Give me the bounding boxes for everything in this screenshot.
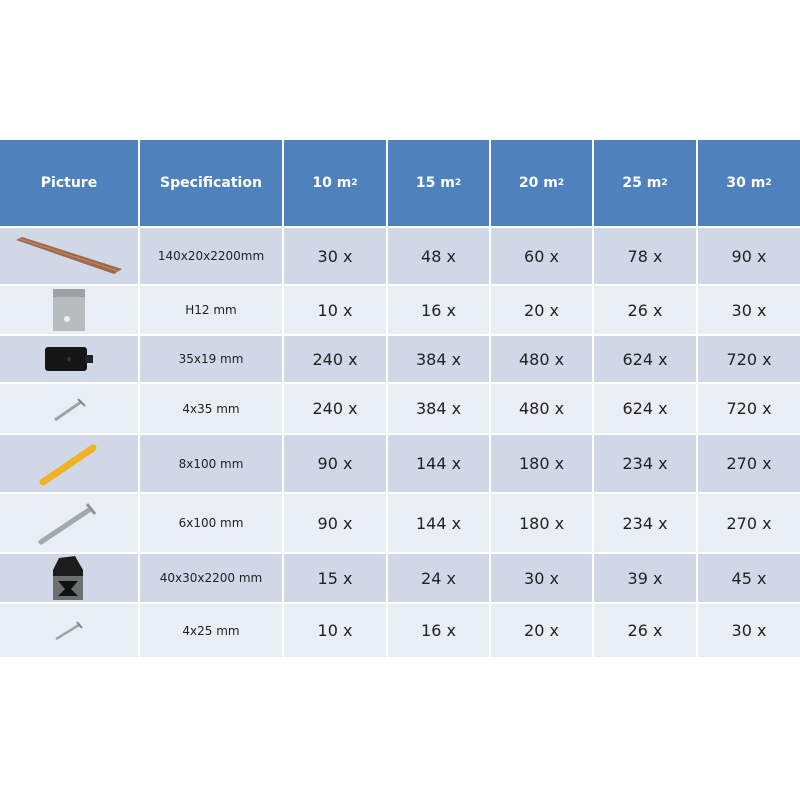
picture-cell bbox=[0, 228, 138, 284]
quantity-cell: 26 x bbox=[594, 286, 696, 334]
quantity-cell: 30 x bbox=[698, 286, 800, 334]
quantity-cell: 384 x bbox=[388, 336, 489, 382]
quantity-cell: 30 x bbox=[491, 554, 592, 602]
header-picture: Picture bbox=[0, 140, 138, 226]
quantity-cell: 480 x bbox=[491, 336, 592, 382]
area-label: 15 m bbox=[415, 175, 455, 191]
quantity-cell: 144 x bbox=[388, 435, 489, 492]
quantity-cell: 240 x bbox=[284, 336, 386, 382]
spec-cell: 35x19 mm bbox=[140, 336, 282, 382]
picture-cell bbox=[0, 336, 138, 382]
quantity-cell: 16 x bbox=[388, 604, 489, 657]
quantity-cell: 234 x bbox=[594, 435, 696, 492]
quantity-cell: 20 x bbox=[491, 604, 592, 657]
quantity-cell: 16 x bbox=[388, 286, 489, 334]
spec-cell: 6x100 mm bbox=[140, 494, 282, 552]
quantity-cell: 90 x bbox=[698, 228, 800, 284]
long-screw-icon bbox=[37, 500, 101, 546]
quantity-cell: 26 x bbox=[594, 604, 696, 657]
quantity-cell: 10 x bbox=[284, 604, 386, 657]
black-clip-icon bbox=[43, 344, 95, 374]
quantity-cell: 45 x bbox=[698, 554, 800, 602]
quantity-cell: 90 x bbox=[284, 494, 386, 552]
spec-cell: 140x20x2200mm bbox=[140, 228, 282, 284]
quantity-cell: 720 x bbox=[698, 384, 800, 433]
quantity-cell: 24 x bbox=[388, 554, 489, 602]
spec-cell: 4x35 mm bbox=[140, 384, 282, 433]
quantity-cell: 270 x bbox=[698, 435, 800, 492]
quantity-cell: 384 x bbox=[388, 384, 489, 433]
screw-icon bbox=[49, 394, 89, 424]
picture-cell bbox=[0, 494, 138, 552]
spec-cell: 8x100 mm bbox=[140, 435, 282, 492]
area-label: 20 m bbox=[518, 175, 558, 191]
area-label: 25 m bbox=[622, 175, 662, 191]
quantity-cell: 78 x bbox=[594, 228, 696, 284]
small-screw-icon bbox=[52, 619, 86, 643]
quantity-cell: 30 x bbox=[284, 228, 386, 284]
quantity-cell: 90 x bbox=[284, 435, 386, 492]
spec-cell: 40x30x2200 mm bbox=[140, 554, 282, 602]
deck-board-icon bbox=[14, 236, 124, 276]
quantity-cell: 180 x bbox=[491, 435, 592, 492]
area-label: 30 m bbox=[726, 175, 766, 191]
area-superscript: 2 bbox=[557, 178, 565, 188]
area-superscript: 2 bbox=[351, 178, 358, 188]
picture-cell bbox=[0, 554, 138, 602]
header-specification: Specification bbox=[140, 140, 282, 226]
spec-cell: H12 mm bbox=[140, 286, 282, 334]
area-label: 10 m bbox=[312, 175, 352, 191]
joist-icon bbox=[49, 554, 89, 602]
quantity-cell: 39 x bbox=[594, 554, 696, 602]
metal-clip-icon bbox=[52, 288, 86, 332]
quantity-cell: 20 x bbox=[491, 286, 592, 334]
quantity-cell: 234 x bbox=[594, 494, 696, 552]
area-superscript: 2 bbox=[661, 178, 668, 188]
quantity-cell: 240 x bbox=[284, 384, 386, 433]
quantity-cell: 60 x bbox=[491, 228, 592, 284]
materials-table: Picture Specification 10 m 2 15 m 2 20 m 2 25 … bbox=[0, 140, 800, 657]
quantity-cell: 624 x bbox=[594, 384, 696, 433]
quantity-cell: 30 x bbox=[698, 604, 800, 657]
quantity-cell: 48 x bbox=[388, 228, 489, 284]
quantity-cell: 10 x bbox=[284, 286, 386, 334]
picture-cell bbox=[0, 384, 138, 433]
picture-cell bbox=[0, 286, 138, 334]
quantity-cell: 15 x bbox=[284, 554, 386, 602]
area-superscript: 2 bbox=[765, 178, 772, 188]
yellow-wall-plug-icon bbox=[37, 440, 101, 488]
picture-cell bbox=[0, 435, 138, 492]
quantity-cell: 144 x bbox=[388, 494, 489, 552]
spec-cell: 4x25 mm bbox=[140, 604, 282, 657]
quantity-cell: 480 x bbox=[491, 384, 592, 433]
quantity-cell: 180 x bbox=[491, 494, 592, 552]
picture-cell bbox=[0, 604, 138, 657]
quantity-cell: 270 x bbox=[698, 494, 800, 552]
quantity-cell: 720 x bbox=[698, 336, 800, 382]
quantity-cell: 624 x bbox=[594, 336, 696, 382]
area-superscript: 2 bbox=[454, 178, 462, 188]
